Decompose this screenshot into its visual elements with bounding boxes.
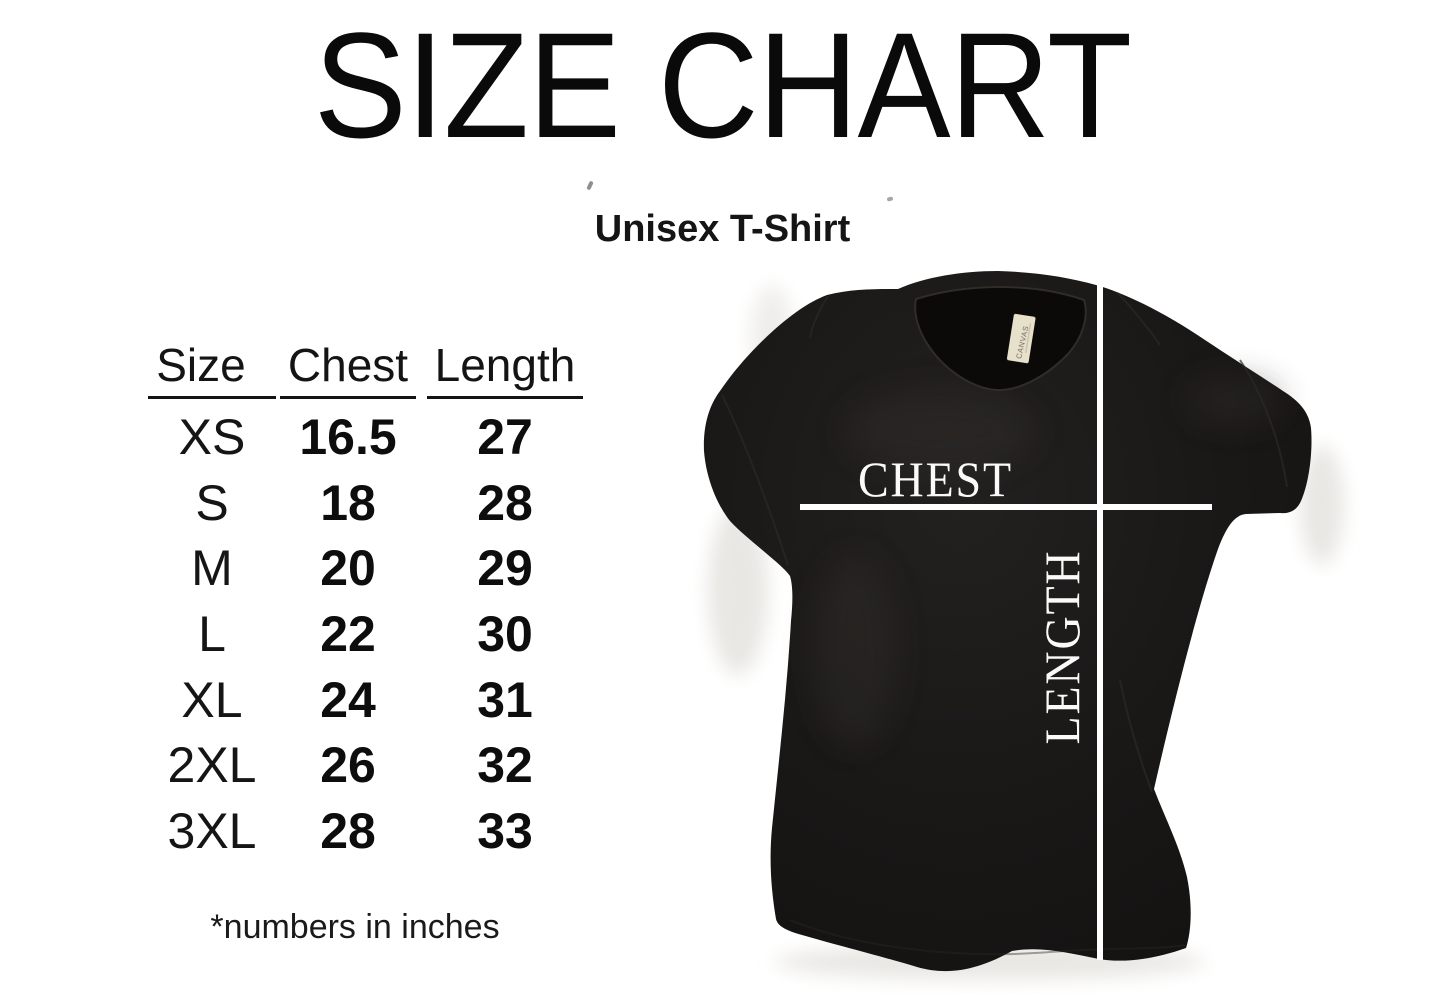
length-label: LENGTH [1034,549,1090,745]
length-cell: 32 [477,737,533,794]
size-cell: XL [181,671,243,728]
chest-cell: 20 [320,540,376,597]
tshirt-image: CANVAS [703,271,1344,980]
column-header-size: Size [127,342,297,399]
subtitle: Unisex T-Shirt [594,208,851,250]
length-cell: 31 [477,671,533,728]
length-cell: 28 [477,474,533,531]
neck-tag: CANVAS [1006,313,1036,364]
page-title: SIZE CHART [313,1,1132,169]
chest-measure-line [800,504,1212,510]
size-cell: L [198,606,226,663]
column-header-chest: Chest [263,342,433,399]
chest-label: CHEST [858,451,1013,507]
size-cell: 2XL [167,737,257,794]
size-cell: M [191,540,233,597]
chest-cell: 28 [320,803,376,860]
chest-cell: 18 [320,474,376,531]
column-chest: Chest 16.5 18 20 22 24 26 28 [263,342,433,859]
column-header-length: Length [420,342,590,399]
size-cell: S [195,474,229,531]
scan-speck [886,196,894,202]
column-length: Length 27 28 29 30 31 32 33 [420,342,590,859]
size-cell: XS [178,409,246,465]
units-footnote: *numbers in inches [210,908,500,946]
collar-opening [914,285,1087,392]
seam-lines [721,292,1288,956]
size-cell: 3XL [167,803,257,860]
chest-cell: 16.5 [299,409,397,465]
chest-cell: 24 [320,671,376,728]
scan-speck [586,180,594,191]
length-cell: 30 [477,606,533,663]
chest-cell: 26 [320,737,376,794]
length-cell: 27 [477,409,533,465]
length-cell: 33 [477,803,533,860]
chest-cell: 22 [320,606,376,663]
column-size: Size XS S M L XL 2XL 3XL [127,342,297,859]
fabric-sheen [813,376,1283,745]
length-cell: 29 [477,540,533,597]
length-measure-line [1097,281,1103,960]
